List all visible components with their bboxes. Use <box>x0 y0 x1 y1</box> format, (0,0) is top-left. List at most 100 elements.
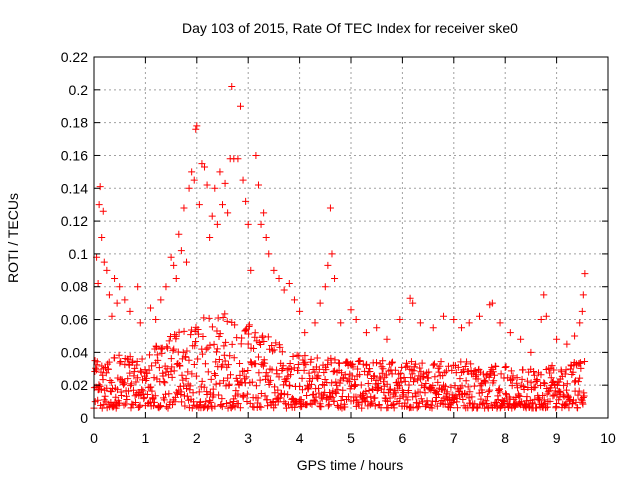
data-point <box>187 331 195 339</box>
data-point <box>293 351 301 359</box>
data-point <box>270 346 278 354</box>
data-point <box>289 353 297 361</box>
data-point <box>477 368 485 376</box>
data-point <box>409 393 417 401</box>
data-point <box>99 376 107 384</box>
data-point <box>199 350 207 358</box>
data-point <box>296 307 304 315</box>
data-point <box>494 396 502 404</box>
data-point <box>207 375 215 383</box>
data-point <box>324 356 332 364</box>
data-point <box>531 383 539 391</box>
data-point <box>190 176 198 184</box>
data-point <box>378 369 386 377</box>
data-point <box>236 404 244 412</box>
data-point <box>182 375 190 383</box>
data-point <box>459 395 467 403</box>
data-point <box>138 386 146 394</box>
data-point <box>98 362 106 370</box>
data-point <box>332 389 340 397</box>
data-point <box>132 398 140 406</box>
data-point <box>244 366 252 374</box>
data-point <box>524 384 532 392</box>
data-point <box>541 380 549 388</box>
data-point <box>484 404 492 412</box>
y-tick-label: 0.18 <box>61 115 88 131</box>
data-point <box>227 371 235 379</box>
data-point <box>252 151 260 159</box>
data-point <box>167 355 175 363</box>
data-point <box>431 373 439 381</box>
data-point <box>98 234 106 241</box>
data-point <box>534 395 542 403</box>
data-point <box>415 399 423 407</box>
y-tick-label: 0.14 <box>61 180 88 196</box>
data-point <box>444 362 452 370</box>
data-point <box>164 404 172 412</box>
data-point <box>244 220 252 228</box>
data-point <box>523 393 531 401</box>
data-point <box>492 362 500 370</box>
data-point <box>337 396 345 404</box>
data-point <box>311 319 319 327</box>
data-point <box>558 368 566 376</box>
data-point <box>375 384 383 392</box>
data-point <box>147 383 155 391</box>
data-point <box>527 348 535 356</box>
data-point <box>412 392 420 400</box>
data-point <box>379 357 387 365</box>
data-point <box>285 279 293 287</box>
data-point <box>116 359 124 367</box>
data-point <box>366 367 374 375</box>
data-point <box>171 331 179 339</box>
data-point <box>514 384 522 392</box>
data-point <box>349 363 357 371</box>
data-point <box>302 361 310 369</box>
data-point <box>211 184 219 192</box>
data-point <box>290 296 298 304</box>
data-point <box>208 323 216 331</box>
data-point <box>509 372 517 380</box>
data-point <box>230 354 238 362</box>
data-point <box>220 351 228 359</box>
data-point <box>262 369 270 377</box>
y-tick-label: 0.22 <box>61 49 88 65</box>
data-point <box>540 396 548 404</box>
data-point <box>161 379 169 387</box>
data-point <box>240 368 248 376</box>
data-point <box>99 207 107 215</box>
data-point <box>284 391 292 399</box>
data-point <box>315 365 323 373</box>
data-point <box>220 342 228 350</box>
data-point <box>468 393 476 401</box>
data-point <box>485 388 493 396</box>
data-point <box>155 364 163 372</box>
data-point <box>121 296 129 304</box>
data-point <box>456 375 464 383</box>
data-point <box>219 201 226 209</box>
data-point <box>325 400 333 408</box>
data-point <box>341 403 349 411</box>
data-point <box>248 378 256 386</box>
data-point <box>177 247 185 255</box>
data-point <box>506 329 514 337</box>
y-tick-label: 0 <box>80 410 88 426</box>
data-point <box>192 372 200 380</box>
data-point <box>436 362 444 370</box>
data-point <box>319 380 327 388</box>
data-point <box>100 258 108 266</box>
data-point <box>252 360 260 368</box>
data-point <box>307 355 315 363</box>
data-point <box>488 299 496 307</box>
data-point <box>463 358 471 366</box>
data-point <box>239 176 247 184</box>
data-point <box>211 402 219 410</box>
data-point <box>157 296 165 304</box>
data-point <box>477 380 485 388</box>
data-point <box>202 345 210 353</box>
data-point <box>257 220 265 228</box>
data-point <box>247 266 255 274</box>
data-point <box>224 374 232 382</box>
data-point <box>275 373 283 381</box>
